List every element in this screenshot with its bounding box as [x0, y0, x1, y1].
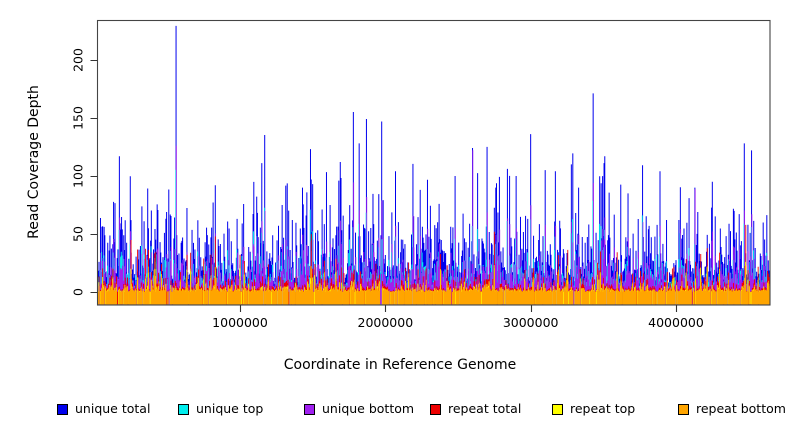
repeat-bottom-swatch-icon: [678, 403, 689, 415]
unique-bottom-swatch-icon: [304, 403, 315, 415]
y-tick-label: 200: [70, 47, 86, 72]
legend-label: repeat bottom: [696, 401, 786, 416]
legend-label: repeat top: [570, 401, 636, 416]
y-tick-label: 50: [70, 226, 86, 243]
legend-item-repeat-bottom: repeat bottom: [678, 401, 786, 417]
legend-label: repeat total: [448, 401, 522, 416]
y-axis-title: Read Coverage Depth: [26, 85, 42, 239]
x-tick-label: 1000000: [212, 315, 268, 330]
legend-item-unique-bottom: unique bottom: [304, 401, 414, 417]
unique-top-swatch-icon: [178, 403, 189, 415]
repeat-total-swatch-icon: [430, 403, 441, 415]
x-tick-label: 3000000: [502, 315, 559, 330]
x-tick-label: 4000000: [648, 315, 704, 330]
legend-label: unique bottom: [322, 401, 415, 416]
legend-label: unique top: [196, 401, 264, 416]
y-tick-label: 150: [70, 105, 86, 130]
legend-item-repeat-top: repeat top: [552, 401, 635, 417]
x-tick-label: 2000000: [357, 315, 414, 330]
y-tick-label: 0: [70, 288, 86, 297]
legend-item-repeat-total: repeat total: [430, 401, 521, 417]
y-tick-label: 100: [70, 164, 86, 188]
legend-item-unique-total: unique total: [57, 401, 150, 417]
x-axis-title: Coordinate in Reference Genome: [283, 357, 517, 373]
legend-label: unique total: [75, 401, 151, 416]
repeat-top-swatch-icon: [552, 403, 563, 415]
legend-item-unique-top: unique top: [178, 401, 263, 417]
unique-total-swatch-icon: [57, 403, 68, 415]
